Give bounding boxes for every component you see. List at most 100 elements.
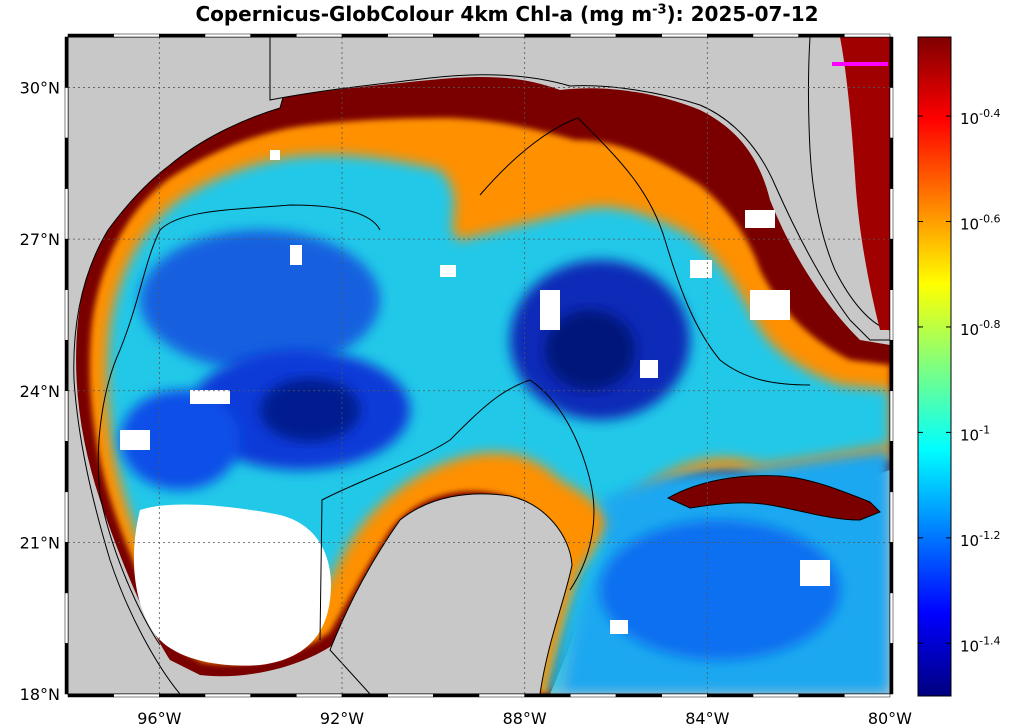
central-eddy-core — [260, 378, 360, 442]
caribbean-low-chl — [600, 520, 840, 660]
frame-segment — [479, 694, 525, 697]
no-data-patch — [690, 260, 712, 278]
frame-segment — [890, 643, 893, 694]
frame-segment — [159, 694, 205, 697]
frame-segment — [433, 694, 479, 697]
no-data-patch — [440, 265, 456, 277]
frame-segment — [707, 34, 753, 37]
no-data-patch — [190, 390, 230, 404]
frame-segment — [707, 694, 753, 697]
frame-segment — [251, 34, 297, 37]
no-data-patch — [750, 290, 790, 320]
x-tick-label: 88°W — [503, 709, 547, 727]
x-tick-label: 80°W — [868, 709, 912, 727]
frame-segment — [388, 694, 434, 697]
no-data-patch — [120, 430, 150, 450]
frame-segment — [799, 694, 845, 697]
map-area — [68, 37, 890, 694]
no-data-patch — [745, 210, 775, 228]
frame-segment — [890, 239, 893, 290]
frame-segment — [753, 694, 799, 697]
colorbar-gradient — [918, 37, 951, 696]
y-axis-ticks: 30°N 27°N 24°N 21°N 18°N — [20, 79, 60, 704]
colorbar-tick-label: 10-1.4 — [960, 634, 1001, 655]
frame-segment — [890, 441, 893, 492]
frame-segment — [570, 34, 616, 37]
frame-segment — [205, 34, 251, 37]
frame-segment — [890, 492, 893, 543]
frame-segment — [890, 542, 893, 593]
frame-segment — [388, 34, 434, 37]
frame-segment — [890, 290, 893, 341]
frame-segment — [65, 189, 68, 240]
no-data-patch — [640, 360, 658, 378]
y-tick-label: 18°N — [20, 685, 60, 704]
frame-segment — [890, 340, 893, 391]
frame-segment — [68, 34, 114, 37]
frame-segment — [65, 391, 68, 442]
frame-segment — [159, 34, 205, 37]
frame-segment — [65, 492, 68, 543]
frame-segment — [890, 37, 893, 88]
frame-segment — [616, 694, 662, 697]
frame-segment — [570, 694, 616, 697]
no-data-patch — [290, 245, 302, 265]
colorbar-tick-label: 10-0.8 — [960, 318, 1001, 339]
frame-segment — [479, 34, 525, 37]
frame-segment — [114, 694, 160, 697]
y-tick-label: 30°N — [20, 79, 60, 98]
x-tick-label: 84°W — [685, 709, 729, 727]
frame-segment — [890, 189, 893, 240]
frame-segment — [844, 694, 890, 697]
frame-segment — [890, 593, 893, 644]
frame-segment — [753, 34, 799, 37]
frame-segment — [296, 34, 342, 37]
frame-segment — [662, 34, 708, 37]
frame-segment — [65, 643, 68, 694]
colorbar-tick-label: 10-0.6 — [960, 213, 1001, 234]
western-gulf-low-chl — [140, 230, 380, 370]
frame-segment — [342, 694, 388, 697]
no-data-patch — [540, 290, 560, 330]
colorbar-tick-label: 10-1.2 — [960, 529, 1001, 550]
y-tick-label: 24°N — [20, 382, 60, 401]
frame-segment — [525, 34, 571, 37]
frame-segment — [251, 694, 297, 697]
x-tick-label: 96°W — [137, 709, 181, 727]
frame-segment — [616, 34, 662, 37]
frame-segment — [205, 694, 251, 697]
frame-segment — [68, 694, 114, 697]
frame-segment — [65, 542, 68, 593]
colorbar-tick-label: 10-1 — [960, 423, 990, 444]
no-data-bay-of-campeche — [134, 505, 331, 666]
frame-segment — [65, 239, 68, 290]
frame-segment — [662, 694, 708, 697]
frame-segment — [890, 88, 893, 139]
no-data-patch — [270, 150, 280, 160]
colorbar-tick-label: 10-0.4 — [960, 107, 1001, 128]
frame-segment — [65, 37, 68, 88]
frame-segment — [433, 34, 479, 37]
y-tick-label: 21°N — [20, 533, 60, 552]
y-tick-label: 27°N — [20, 230, 60, 249]
frame-segment — [890, 391, 893, 442]
frame-segment — [799, 34, 845, 37]
frame-segment — [65, 138, 68, 189]
frame-segment — [65, 340, 68, 391]
no-data-patch — [610, 620, 628, 634]
colorbar: 10-0.4 10-0.6 10-0.8 10-1 10-1.2 10-1.4 — [918, 37, 1001, 696]
frame-segment — [114, 34, 160, 37]
frame-segment — [342, 34, 388, 37]
frame-segment — [525, 694, 571, 697]
no-data-patch — [800, 560, 830, 586]
x-tick-label: 92°W — [320, 709, 364, 727]
x-axis-ticks: 96°W 92°W 88°W 84°W 80°W — [137, 709, 912, 727]
frame-segment — [65, 88, 68, 139]
frame-segment — [890, 138, 893, 189]
frame-segment — [65, 593, 68, 644]
frame-segment — [65, 441, 68, 492]
frame-segment — [65, 290, 68, 341]
frame-segment — [844, 34, 890, 37]
frame-segment — [296, 694, 342, 697]
